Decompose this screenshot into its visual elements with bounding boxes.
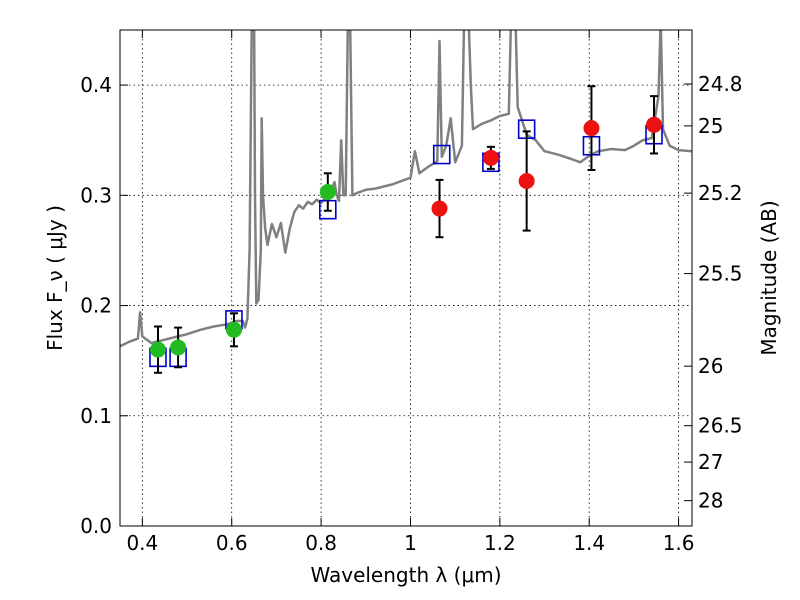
plot-frame (119, 29, 693, 527)
optical-data-point (149, 341, 166, 358)
y-tick-label: 0.3 (80, 183, 112, 207)
y-tick-label: 0.1 (80, 404, 112, 428)
infrared-data-point (482, 149, 499, 166)
x-tick-label: 0.8 (305, 531, 337, 555)
x-tick-label: 1.4 (573, 531, 605, 555)
y-axis-title-left: Flux F_ν ( μJy ) (43, 205, 67, 351)
model-photometry-square (432, 144, 451, 165)
ticks: 0.4 0.6 0.8 1 1.2 1.4 1.6 0.0 0.1 0.2 0.3 0.4 24.8 25… (80, 30, 743, 555)
sed-line-layer (120, 30, 692, 348)
x-axis-title: Wavelength λ (μm) (310, 563, 501, 587)
infrared-data-point (646, 116, 663, 133)
mag-tick-label: 25.2 (698, 181, 743, 205)
mag-tick-label: 26 (698, 354, 723, 378)
mag-tick-label: 28 (698, 489, 723, 513)
x-tick-label: 0.4 (126, 531, 158, 555)
optical-data-point (319, 184, 336, 201)
x-tick-label: 1 (404, 531, 417, 555)
infrared-data-point (518, 173, 535, 190)
mag-tick-label: 25.5 (698, 262, 743, 286)
markers-layer (149, 85, 663, 374)
mag-tick-label: 25 (698, 114, 723, 138)
mag-tick-label: 26.5 (698, 414, 743, 438)
grid (120, 30, 692, 527)
y-tick-label: 0.4 (80, 73, 112, 97)
optical-data-point (225, 321, 242, 338)
y-tick-label: 0.2 (80, 294, 112, 318)
infrared-data-point (431, 200, 448, 217)
mag-tick-label: 24.8 (698, 72, 743, 96)
sed-model-line (120, 30, 692, 348)
x-tick-label: 1.6 (663, 531, 695, 555)
x-tick-label: 1.2 (484, 531, 516, 555)
mag-tick-label: 27 (698, 450, 723, 474)
infrared-data-point (583, 120, 600, 137)
x-tick-label: 0.6 (216, 531, 248, 555)
y-tick-label: 0.0 (80, 514, 112, 538)
optical-data-point (170, 339, 187, 356)
y-axis-title-right: Magnitude (AB) (757, 200, 781, 355)
